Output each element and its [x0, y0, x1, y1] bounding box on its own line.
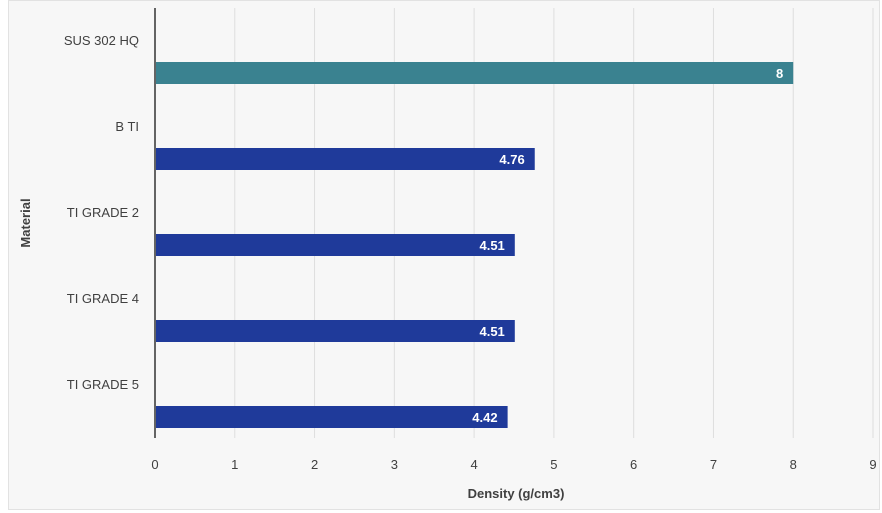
x-tick-label: 5	[550, 457, 557, 472]
bar	[156, 234, 515, 256]
bar	[156, 320, 515, 342]
category-label: TI GRADE 4	[67, 291, 139, 306]
x-tick-label: 3	[391, 457, 398, 472]
value-label: 8	[776, 66, 783, 81]
category-label: B TI	[115, 119, 139, 134]
category-label: TI GRADE 2	[67, 205, 139, 220]
category-labels: SUS 302 HQ B TI TI GRADE 2 TI GRADE 4 TI GRA…	[64, 33, 139, 392]
value-label: 4.51	[479, 238, 504, 253]
y-axis-title: Material	[18, 198, 33, 247]
category-label: TI GRADE 5	[67, 377, 139, 392]
bar	[156, 406, 508, 428]
value-label: 4.51	[479, 324, 504, 339]
x-tick-label: 7	[710, 457, 717, 472]
x-tick-label: 2	[311, 457, 318, 472]
x-tick-label: 1	[231, 457, 238, 472]
value-label: 4.42	[472, 410, 497, 425]
x-tick-label: 6	[630, 457, 637, 472]
value-label: 4.76	[499, 152, 524, 167]
value-labels: 8 4.76 4.51 4.51 4.42	[472, 66, 783, 425]
x-axis-title: Density (g/cm3)	[468, 486, 565, 501]
bars	[156, 62, 794, 428]
bar	[156, 148, 535, 170]
x-tick-label: 4	[470, 457, 477, 472]
category-label: SUS 302 HQ	[64, 33, 139, 48]
x-tick-label: 0	[151, 457, 158, 472]
x-tick-label: 9	[869, 457, 876, 472]
x-tick-label: 8	[790, 457, 797, 472]
bar	[156, 62, 794, 84]
x-tick-labels: 0 1 2 3 4 5 6 7 8 9	[151, 457, 876, 472]
